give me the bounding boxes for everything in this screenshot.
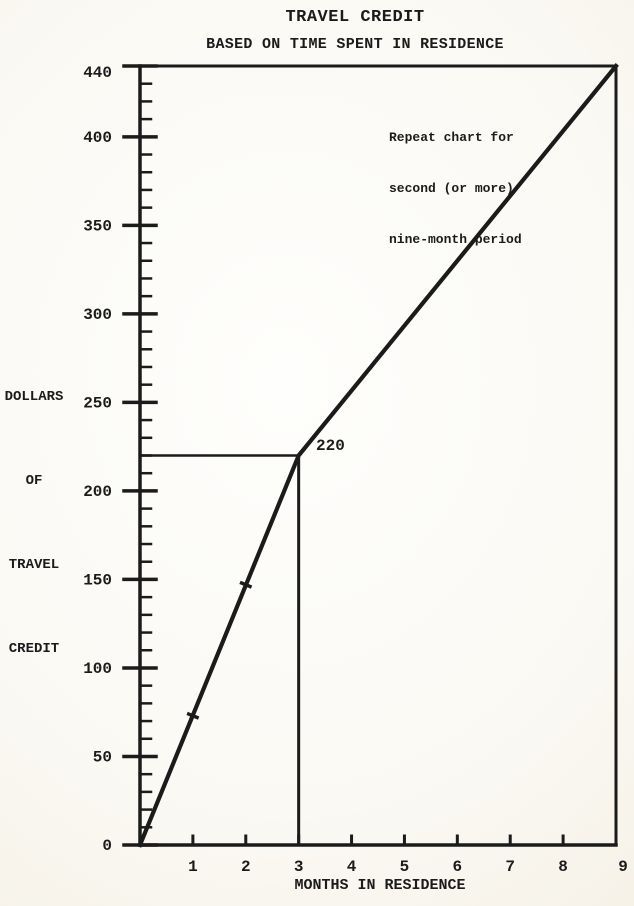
x-tick-label: 6	[453, 858, 463, 876]
x-tick-label: 4	[347, 858, 357, 876]
point-marker	[239, 580, 253, 589]
x-tick-label: 8	[558, 858, 568, 876]
repeat-chart-annotation: Repeat chart for second (or more) nine-m…	[389, 95, 522, 282]
y-tick-label: 440	[83, 64, 112, 82]
y-tick-label: 250	[83, 394, 112, 412]
y-axis-title: DOLLARS OF TRAVEL CREDIT	[0, 327, 68, 719]
x-tick-label: 7	[505, 858, 515, 876]
y-axis-title-line: OF	[25, 473, 43, 489]
y-axis-title-line: CREDIT	[8, 641, 60, 657]
y-axis-title-line: TRAVEL	[8, 557, 60, 573]
y-tick-label: 400	[83, 129, 112, 147]
x-tick-label: 9	[618, 858, 628, 876]
y-tick-label: 300	[83, 306, 112, 324]
chart-title: TRAVEL CREDIT	[285, 8, 425, 27]
x-tick-label: 3	[294, 858, 304, 876]
x-tick-label: 5	[400, 858, 410, 876]
y-tick-label: 350	[83, 217, 112, 235]
annotation-line: nine-month period	[389, 232, 522, 247]
y-tick-label: 0	[102, 837, 112, 855]
point-marker	[186, 711, 200, 720]
x-tick-label: 1	[188, 858, 198, 876]
y-tick-label: 150	[83, 571, 112, 589]
x-axis-title: MONTHS IN RESIDENCE	[294, 877, 466, 894]
y-tick-label: 100	[83, 660, 112, 678]
breakpoint-value-label: 220	[316, 437, 345, 455]
x-tick-label: 2	[241, 858, 251, 876]
y-axis-title-line: DOLLARS	[4, 389, 64, 405]
chart-subtitle: BASED ON TIME SPENT IN RESIDENCE	[206, 36, 504, 53]
y-tick-label: 200	[83, 483, 112, 501]
annotation-line: Repeat chart for	[389, 130, 514, 145]
annotation-line: second (or more)	[389, 181, 514, 196]
y-tick-label: 50	[93, 748, 112, 766]
